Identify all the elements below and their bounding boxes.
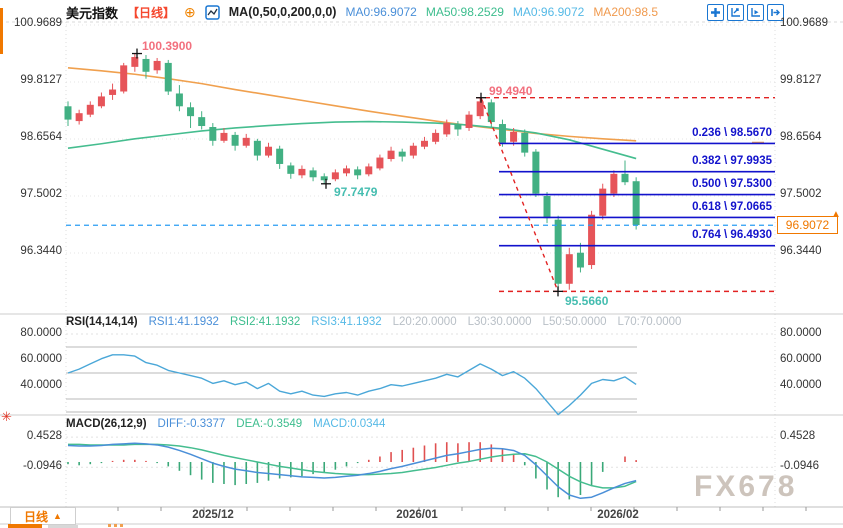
bottom-tab[interactable] bbox=[48, 525, 78, 528]
dea-value: DEA:-0.3549 bbox=[236, 418, 303, 430]
bottom-dot bbox=[114, 524, 117, 527]
bottom-dot bbox=[108, 524, 111, 527]
y-axis-label: 96.3440 bbox=[20, 245, 62, 257]
rsi-panel-header: RSI(14,14,14) RSI1:41.1932 RSI2:41.1932 … bbox=[66, 316, 681, 328]
symbol-title: 美元指数 bbox=[66, 5, 119, 21]
axis-zoom-icon[interactable] bbox=[727, 4, 744, 21]
bottom-dot bbox=[120, 524, 123, 527]
rsi-axis-label: 80.0000 bbox=[780, 327, 822, 339]
ma50-value: MA50:98.2529 bbox=[425, 5, 504, 19]
macd-axis-label: -0.0946 bbox=[22, 460, 62, 472]
rsi2-value: RSI2:41.1932 bbox=[229, 316, 301, 328]
high-annotation: 99.4940 bbox=[489, 84, 533, 98]
add-indicator-icon[interactable]: ⊕ bbox=[184, 4, 196, 20]
x-axis-label: 2026/02 bbox=[597, 509, 639, 521]
macd-axis-label: 0.4528 bbox=[26, 430, 62, 442]
chart-type-icon[interactable] bbox=[205, 4, 220, 20]
ma0-value: MA0:96.9072 bbox=[345, 5, 417, 19]
x-axis-label: 2025/12 bbox=[192, 509, 234, 521]
timeframe-label: 【日线】 bbox=[127, 5, 176, 20]
rsi1-value: RSI1:41.1932 bbox=[148, 316, 219, 328]
high-annotation: 100.3900 bbox=[142, 39, 193, 53]
ma200-value: MA200:98.5 bbox=[593, 5, 659, 19]
y-axis-label: 98.6564 bbox=[20, 131, 62, 143]
rsi-l30: L30:30.0000 bbox=[467, 316, 532, 328]
rsi-name[interactable]: RSI(14,14,14) bbox=[66, 316, 138, 328]
fib-level-label[interactable]: 0.764 \ 96.4930 bbox=[692, 229, 772, 241]
y-axis-label: 99.8127 bbox=[20, 74, 62, 86]
rsi-l70: L70:70.0000 bbox=[617, 316, 682, 328]
settings-sun-icon[interactable]: ✳ bbox=[1, 409, 12, 424]
y-axis-label: 97.5002 bbox=[20, 188, 62, 200]
y-axis-label: 100.9689 bbox=[14, 17, 62, 29]
diff-value: DIFF:-0.3377 bbox=[157, 418, 226, 430]
y-axis-label: 99.8127 bbox=[780, 74, 822, 86]
left-orange-strip bbox=[0, 8, 3, 54]
rsi3-value: RSI3:41.1932 bbox=[311, 316, 382, 328]
low-annotation: 97.7479 bbox=[334, 185, 378, 199]
rsi-axis-label: 40.0000 bbox=[20, 379, 62, 391]
move-cross-icon[interactable] bbox=[707, 4, 724, 21]
fib-level-label[interactable]: 0.382 \ 97.9935 bbox=[692, 155, 772, 167]
rsi-axis-label: 60.0000 bbox=[780, 353, 822, 365]
rsi-l50: L50:50.0000 bbox=[542, 316, 607, 328]
timeframe-button-label: 日线 bbox=[24, 509, 49, 524]
rsi-l20: L20:20.0000 bbox=[392, 316, 457, 328]
macd-value: MACD:0.0344 bbox=[313, 418, 386, 430]
macd-axis-label: 0.4528 bbox=[780, 430, 816, 442]
bottom-tab-selected[interactable] bbox=[8, 524, 42, 528]
watermark: FX678 bbox=[694, 470, 798, 503]
rsi-axis-label: 40.0000 bbox=[780, 379, 822, 391]
chart-header: 美元指数 【日线】 ⊕ MA(0,50,0,200,0,0) MA0:96.90… bbox=[66, 3, 658, 21]
fib-level-label[interactable]: 0.618 \ 97.0665 bbox=[692, 201, 772, 213]
macd-axis-label: -0.0946 bbox=[780, 460, 820, 472]
price-up-arrow-icon: ▲ bbox=[831, 209, 841, 220]
x-axis-label: 2026/01 bbox=[396, 509, 438, 521]
y-axis-label: 97.5002 bbox=[780, 188, 822, 200]
low-annotation: 95.5660 bbox=[565, 294, 609, 308]
chart-toolbar bbox=[707, 4, 784, 21]
fib-level-label[interactable]: 0.500 \ 97.5300 bbox=[692, 178, 772, 190]
axis-play-icon[interactable] bbox=[747, 4, 764, 21]
fib-level-label[interactable]: 0.236 \ 98.5670 bbox=[692, 127, 772, 139]
chevron-up-icon: ▲ bbox=[53, 511, 62, 521]
macd-panel-header: MACD(26,12,9) DIFF:-0.3377 DEA:-0.3549 M… bbox=[66, 418, 385, 430]
y-axis-label: 100.9689 bbox=[780, 17, 828, 29]
rsi-axis-label: 60.0000 bbox=[20, 353, 62, 365]
go-last-icon[interactable] bbox=[767, 4, 784, 21]
ma0-close-value: MA0:96.9072 bbox=[512, 5, 585, 19]
y-axis-label: 96.3440 bbox=[780, 245, 822, 257]
current-price-box: 96.9072 bbox=[777, 216, 838, 234]
ma-settings[interactable]: MA(0,50,0,200,0,0) bbox=[228, 5, 337, 19]
timeframe-button[interactable]: 日线 ▲ bbox=[10, 507, 76, 525]
rsi-axis-label: 80.0000 bbox=[20, 327, 62, 339]
macd-name[interactable]: MACD(26,12,9) bbox=[66, 418, 147, 430]
y-axis-label: 98.6564 bbox=[780, 131, 822, 143]
